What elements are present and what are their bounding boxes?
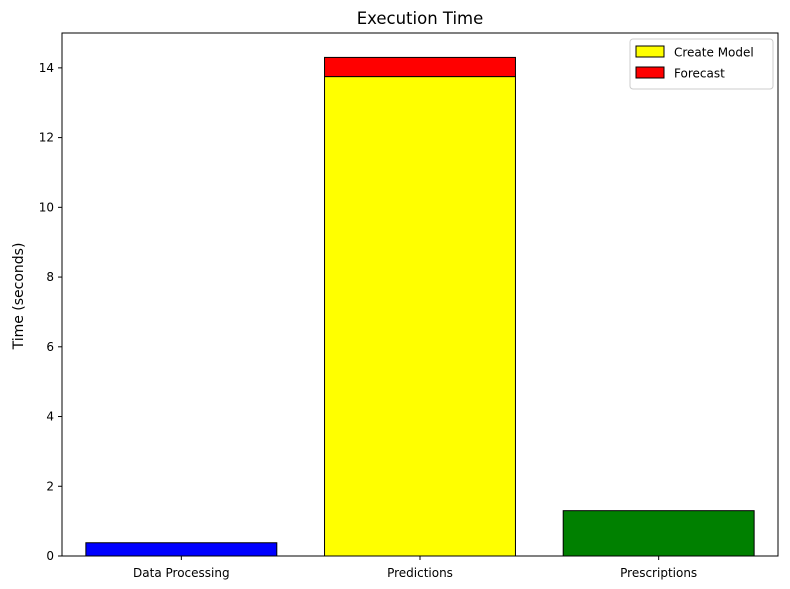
legend: Create Model Forecast bbox=[630, 39, 773, 89]
legend-label-forecast: Forecast bbox=[674, 67, 725, 81]
y-tick-label-4: 4 bbox=[46, 410, 54, 424]
y-tick-label-6: 6 bbox=[46, 340, 54, 354]
y-axis-title: Time (seconds) bbox=[11, 243, 27, 351]
legend-label-create-model: Create Model bbox=[674, 46, 754, 60]
bar-predictions-create-model bbox=[325, 77, 516, 556]
y-tick-label-2: 2 bbox=[46, 479, 54, 493]
legend-swatch-forecast bbox=[636, 67, 664, 78]
bar-prescriptions-prescriptions bbox=[563, 511, 754, 556]
legend-swatch-create-model bbox=[636, 46, 664, 57]
x-tick-label-predictions: Predictions bbox=[387, 566, 453, 580]
bar-predictions-forecast bbox=[325, 57, 516, 76]
y-tick-label-10: 10 bbox=[39, 200, 54, 214]
y-tick-label-12: 12 bbox=[39, 131, 54, 145]
y-tick-label-0: 0 bbox=[46, 549, 54, 563]
y-tick-label-8: 8 bbox=[46, 270, 54, 284]
y-tick-label-14: 14 bbox=[39, 61, 54, 75]
bar-data-processing-data-processing bbox=[86, 543, 277, 556]
chart-title: Execution Time bbox=[357, 9, 484, 28]
plot-area: 0 2 4 6 8 10 12 14 Data Processing Predictions Pre… bbox=[39, 33, 778, 580]
x-tick-label-prescriptions: Prescriptions bbox=[620, 566, 697, 580]
x-tick-label-data-processing: Data Processing bbox=[133, 566, 230, 580]
